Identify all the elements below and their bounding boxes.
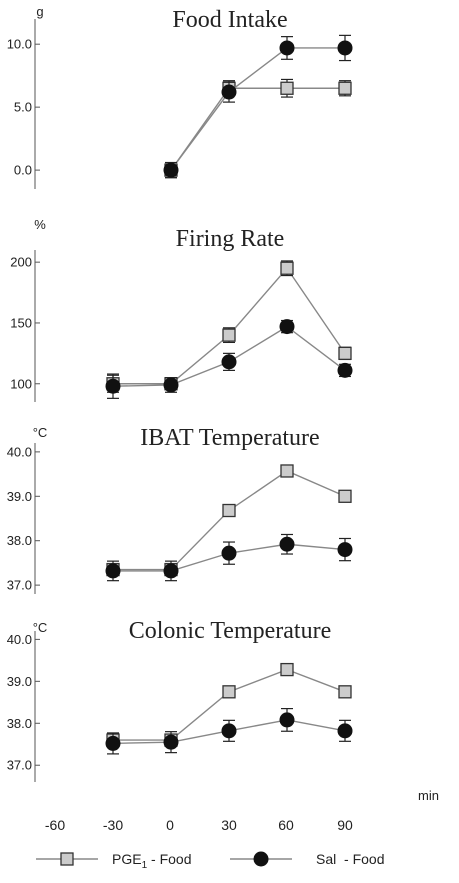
data-point-pge (222, 685, 236, 699)
data-point-sal (221, 84, 237, 100)
y-tick-label: 100 (10, 376, 32, 391)
chart-panel: Food Intake g 0.0 5.0 10.0 (7, 4, 353, 189)
legend-marker-sal (253, 851, 269, 867)
legend-marker-pge (60, 852, 74, 866)
data-point-sal (105, 563, 121, 579)
data-point-pge (222, 328, 236, 342)
data-point-pge (222, 503, 236, 518)
data-point-sal (163, 734, 179, 750)
y-tick-label: 0.0 (14, 163, 32, 178)
y-tick-label: 40.0 (7, 632, 32, 647)
data-point-pge (338, 346, 352, 361)
y-axis-unit: °C (33, 425, 48, 440)
data-point-pge (280, 464, 294, 478)
data-point-pge (338, 489, 352, 503)
chart-panel: Firing Rate% 100 150 200 (10, 217, 353, 402)
data-point-sal (221, 354, 237, 370)
data-point-sal (337, 362, 353, 378)
data-point-sal (221, 723, 237, 739)
data-point-pge (280, 261, 294, 275)
y-tick-label: 37.0 (7, 758, 32, 773)
panel-title: Firing Rate (176, 226, 285, 252)
x-tick-label: 30 (221, 817, 237, 833)
y-tick-label: 38.0 (7, 716, 32, 731)
legend: PGE1 - Food Sal - Food (36, 851, 384, 871)
data-point-sal (163, 563, 179, 579)
data-point-sal (279, 536, 295, 552)
y-tick-label: 39.0 (7, 489, 32, 504)
data-point-sal (163, 162, 179, 178)
chart-panel: IBAT Temperature °C 37.0 38.0 39.0 40.0 (7, 425, 353, 594)
data-point-pge (280, 81, 294, 95)
y-tick-label: 39.0 (7, 674, 32, 689)
chart-panel: Colonic Temperature °C 37.0 38.0 39.0 40.0 (7, 618, 353, 782)
y-tick-label: 10.0 (7, 37, 32, 52)
x-tick-label: 90 (337, 817, 353, 833)
y-axis-unit: g (36, 4, 43, 19)
series-line-sal (170, 47, 345, 171)
data-point-sal (279, 40, 295, 56)
x-tick-label: -30 (103, 817, 123, 833)
data-point-pge (338, 81, 352, 95)
data-point-sal (105, 378, 121, 394)
data-point-sal (337, 40, 353, 56)
y-tick-label: 5.0 (14, 100, 32, 115)
data-point-sal (163, 377, 179, 393)
data-point-pge (338, 685, 352, 699)
data-point-sal (279, 712, 295, 728)
x-tick-label: 0 (166, 817, 174, 833)
data-point-sal (279, 319, 295, 335)
y-tick-label: 150 (10, 315, 32, 330)
panel-title: IBAT Temperature (140, 425, 319, 451)
data-point-sal (337, 723, 353, 739)
legend-label-sal: Sal - Food (316, 851, 384, 867)
legend-label-pge: PGE1 - Food (112, 851, 192, 871)
data-point-sal (105, 735, 121, 751)
data-point-pge (280, 662, 294, 677)
data-point-sal (337, 542, 353, 558)
y-axis-unit: °C (33, 620, 48, 635)
y-axis-unit: % (34, 217, 46, 232)
y-tick-label: 40.0 (7, 444, 32, 459)
series-line-pge (170, 87, 345, 171)
panel-title: Food Intake (172, 7, 287, 33)
y-tick-label: 38.0 (7, 533, 32, 548)
panel-title: Colonic Temperature (129, 618, 331, 644)
y-tick-label: 200 (10, 255, 32, 270)
x-tick-label: -60 (45, 817, 65, 833)
x-axis: min -60 -30 0 30 60 90 (45, 788, 439, 833)
data-point-sal (221, 545, 237, 561)
x-tick-label: 60 (278, 817, 294, 833)
x-axis-unit: min (418, 788, 439, 803)
y-tick-label: 37.0 (7, 578, 32, 593)
